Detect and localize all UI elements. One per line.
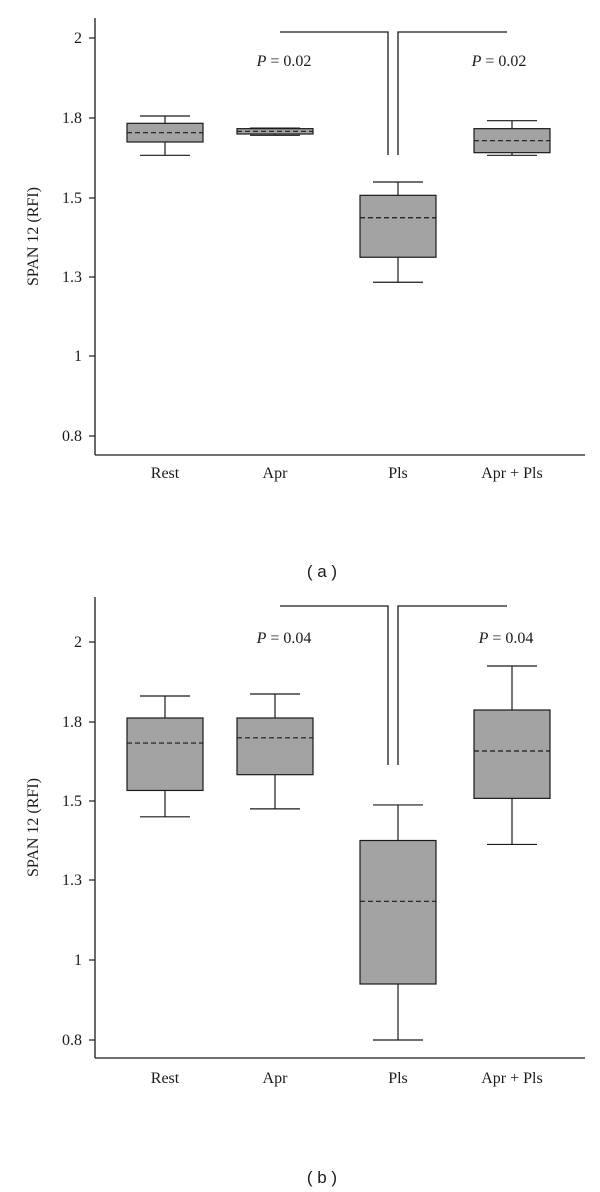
y-tick-label: 1.3 <box>62 872 82 889</box>
p-value-number: = 0.04 <box>488 630 533 647</box>
p-value-symbol: P <box>256 630 267 647</box>
y-tick-label: 1.3 <box>62 269 82 286</box>
p-value-symbol: P <box>478 630 489 647</box>
p-value-symbol: P <box>256 53 267 70</box>
x-tick-label: Pls <box>388 465 408 482</box>
box-body <box>126 717 204 792</box>
y-tick-label: 1.8 <box>62 110 82 127</box>
p-value-number: = 0.02 <box>481 53 526 70</box>
y-tick-label: 1 <box>74 348 82 365</box>
box-apr-pls <box>473 665 551 846</box>
x-tick-label: Rest <box>151 1070 180 1087</box>
box-pls <box>359 804 437 1041</box>
box-body <box>359 194 437 258</box>
chart-panel-a: 0.8 1 1.3 1.5 1.8 2 SPAN 12 (RFI) Rest Apr Pls Apr… <box>25 18 585 581</box>
y-tick-label: 1.5 <box>62 190 82 207</box>
significance-bracket <box>280 31 507 155</box>
box-body <box>236 717 314 776</box>
x-tick-label: Rest <box>151 465 180 482</box>
x-tick-label: Apr <box>263 465 289 482</box>
x-tick-label: Apr <box>263 1070 289 1087</box>
box-apr <box>236 693 314 810</box>
box-body <box>359 839 437 985</box>
bracket-right <box>397 605 507 765</box>
p-value-annotation: P = 0.04 <box>478 630 534 647</box>
y-tick-label: 0.8 <box>62 1032 82 1049</box>
box-body <box>473 709 551 799</box>
box-rest <box>126 695 204 818</box>
y-tick-label: 1.8 <box>62 714 82 731</box>
significance-bracket <box>280 605 507 765</box>
p-value-annotation: P = 0.02 <box>256 53 312 70</box>
bracket-left <box>280 605 389 765</box>
p-value-symbol: P <box>471 53 482 70</box>
x-tick-label: Pls <box>388 1070 408 1087</box>
box-apr <box>236 127 314 136</box>
y-tick-label: 0.8 <box>62 428 82 445</box>
box-pls <box>359 181 437 283</box>
y-axis-label: SPAN 12 (RFI) <box>25 187 42 286</box>
box-rest <box>126 115 204 156</box>
p-value-annotation: P = 0.02 <box>471 53 527 70</box>
y-tick-label: 1.5 <box>62 793 82 810</box>
y-tick-label: 2 <box>74 634 82 651</box>
bracket-right <box>397 31 507 155</box>
y-tick-label: 1 <box>74 952 82 969</box>
panel-label: ( a ) <box>307 562 337 581</box>
chart-panel-b: 0.8 1 1.3 1.5 1.8 2 SPAN 12 (RFI) Rest Apr Pls Apr… <box>25 597 585 1187</box>
p-value-number: = 0.02 <box>266 53 311 70</box>
panel-label: ( b ) <box>307 1168 337 1187</box>
y-axis-label: SPAN 12 (RFI) <box>25 778 42 877</box>
bracket-left <box>280 31 389 155</box>
y-tick-label: 2 <box>74 30 82 47</box>
x-tick-label: Apr + Pls <box>481 1070 542 1087</box>
box-apr-pls <box>473 120 551 156</box>
p-value-number: = 0.04 <box>266 630 311 647</box>
p-value-annotation: P = 0.04 <box>256 630 312 647</box>
x-tick-label: Apr + Pls <box>481 465 542 482</box>
